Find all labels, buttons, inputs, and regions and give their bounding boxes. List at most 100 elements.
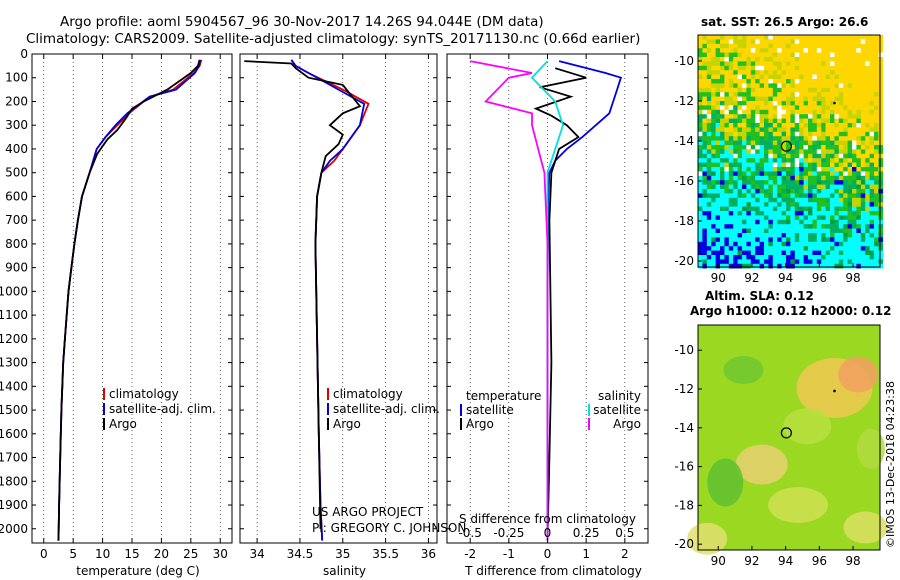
- lon-tick-label: 92: [744, 554, 759, 568]
- lon-tick-label: 90: [711, 271, 726, 285]
- legend-label: salinity: [598, 389, 641, 403]
- s-tick-label: 0.5: [615, 526, 634, 540]
- depth-tick-label: 0: [20, 47, 28, 61]
- legend-label: climatology: [333, 387, 403, 401]
- depth-tick-label: 1100: [0, 308, 28, 322]
- s-axis-label: S difference from climatology: [459, 512, 636, 526]
- depth-tick-label: 1700: [0, 451, 28, 465]
- s-tick-label: 0: [544, 526, 552, 540]
- legend-label: Argo: [109, 417, 137, 431]
- x-tick-label: 34.5: [287, 547, 314, 561]
- lat-tick-label: -20: [674, 537, 694, 551]
- x-tick-label: 30: [213, 547, 228, 561]
- island-dot: [833, 101, 836, 105]
- x-tick-label: 34: [249, 547, 264, 561]
- x-tick-label: 25: [183, 547, 198, 561]
- project-line: US ARGO PROJECT: [312, 505, 424, 519]
- depth-tick-label: 1200: [0, 332, 28, 346]
- lat-tick-label: -16: [674, 460, 694, 474]
- sst-cells: [698, 35, 884, 269]
- x-tick-label: 35.5: [372, 547, 399, 561]
- sla-map-title-1: Altim. SLA: 0.12: [705, 289, 814, 303]
- x-tick-label: 0: [40, 547, 48, 561]
- lat-tick-label: -16: [674, 174, 694, 188]
- x-tick-label: 0: [544, 547, 552, 561]
- sla-blobs: [687, 356, 888, 555]
- argo-position-marker: [780, 140, 792, 152]
- sla-map: 90 92 94 96 98 -10 -12 -14 -16 -18 -20: [674, 324, 888, 568]
- legend-label: satellite-adj. clim.: [109, 402, 216, 416]
- lat-tick-label: -20: [674, 254, 694, 268]
- x-axis-label: salinity: [323, 564, 366, 578]
- depth-tick-label: 700: [5, 213, 28, 227]
- series-line-climatology: [57, 59, 203, 541]
- depth-tick-label: 800: [5, 237, 28, 251]
- s-tick-label: 0.25: [573, 526, 600, 540]
- depth-tick-label: 400: [5, 142, 28, 156]
- legend-label: Argo: [466, 417, 494, 431]
- pi-line: PI: GREGORY C. JOHNSON: [312, 521, 466, 535]
- lat-tick-label: -14: [674, 134, 694, 148]
- depth-tick-label: 600: [5, 189, 28, 203]
- lon-tick-label: 94: [778, 271, 793, 285]
- salinity-panel: 34 34.5 35 35.5 36 salinity climatologysatelli…: [239, 53, 440, 578]
- depth-tick-label: 200: [5, 94, 28, 108]
- imos-credit: ©IMOS 13-Dec-2018 04:23:38: [884, 381, 897, 548]
- depth-tick-label: 1400: [0, 379, 28, 393]
- series-line-argo: [57, 59, 201, 541]
- depth-tick-label: 1900: [0, 498, 28, 512]
- series-line-t-argo: [533, 67, 587, 541]
- map-frame: [697, 34, 881, 268]
- lat-tick-label: -10: [674, 343, 694, 357]
- lon-tick-label: 94: [778, 554, 793, 568]
- series-line-satellite-adj-clim-: [290, 59, 366, 541]
- sst-map-title: sat. SST: 26.5 Argo: 26.6: [701, 15, 868, 29]
- x-tick-label: -2: [464, 547, 476, 561]
- difference-panel: -2 -1 0 1 2 T difference from climatology -0.5…: [446, 53, 649, 578]
- series-line-satellite-adj-clim-: [57, 59, 202, 541]
- island-dot: [833, 389, 836, 393]
- series-line-climatology: [290, 59, 370, 541]
- title-line-2: Climatology: CARS2009. Satellite-adjuste…: [26, 31, 640, 47]
- depth-tick-label: 1600: [0, 427, 28, 441]
- lat-tick-label: -12: [674, 382, 694, 396]
- lat-tick-label: -18: [674, 498, 694, 512]
- lon-tick-label: 92: [744, 271, 759, 285]
- argo-position-marker: [780, 427, 792, 439]
- depth-tick-label: 1500: [0, 403, 28, 417]
- title-line-1: Argo profile: aoml 5904567_96 30-Nov-201…: [60, 14, 544, 30]
- lon-tick-label: 90: [711, 554, 726, 568]
- x-tick-label: 36: [421, 547, 436, 561]
- series-line-t-satellite: [546, 60, 623, 541]
- x-axis-label: temperature (deg C): [76, 564, 199, 578]
- series-line-s-argo: [470, 60, 549, 541]
- depth-tick-label: 100: [5, 71, 28, 85]
- depth-tick-label: 500: [5, 166, 28, 180]
- s-tick-label: -0.25: [493, 526, 524, 540]
- lat-tick-label: -12: [674, 94, 694, 108]
- depth-tick-label: 1000: [0, 284, 28, 298]
- lat-tick-label: -10: [674, 54, 694, 68]
- x-tick-label: 20: [154, 547, 169, 561]
- legend-label: satellite: [593, 403, 641, 417]
- lon-tick-label: 96: [812, 554, 827, 568]
- series-line-argo: [244, 60, 362, 529]
- lat-tick-label: -14: [674, 421, 694, 435]
- map-frame: [697, 324, 881, 551]
- lon-tick-label: 98: [845, 271, 860, 285]
- x-tick-label: -1: [503, 547, 515, 561]
- depth-tick-label: 900: [5, 261, 28, 275]
- legend-label: Argo: [333, 417, 361, 431]
- plot-frame: [239, 53, 438, 544]
- depth-tick-label: 300: [5, 118, 28, 132]
- legend-label: satellite-adj. clim.: [333, 402, 440, 416]
- x-tick-label: 1: [582, 547, 590, 561]
- x-tick-label: 10: [95, 547, 110, 561]
- sla-map-title-2: Argo h1000: 0.12 h2000: 0.12: [690, 304, 891, 318]
- sst-map: 90 92 94 96 98 -10 -12 -14 -16 -18 -20: [674, 34, 884, 285]
- x-tick-label: 5: [69, 547, 77, 561]
- x-tick-label: 15: [124, 547, 139, 561]
- x-tick-label: 35: [335, 547, 350, 561]
- legend-label: Argo: [613, 417, 641, 431]
